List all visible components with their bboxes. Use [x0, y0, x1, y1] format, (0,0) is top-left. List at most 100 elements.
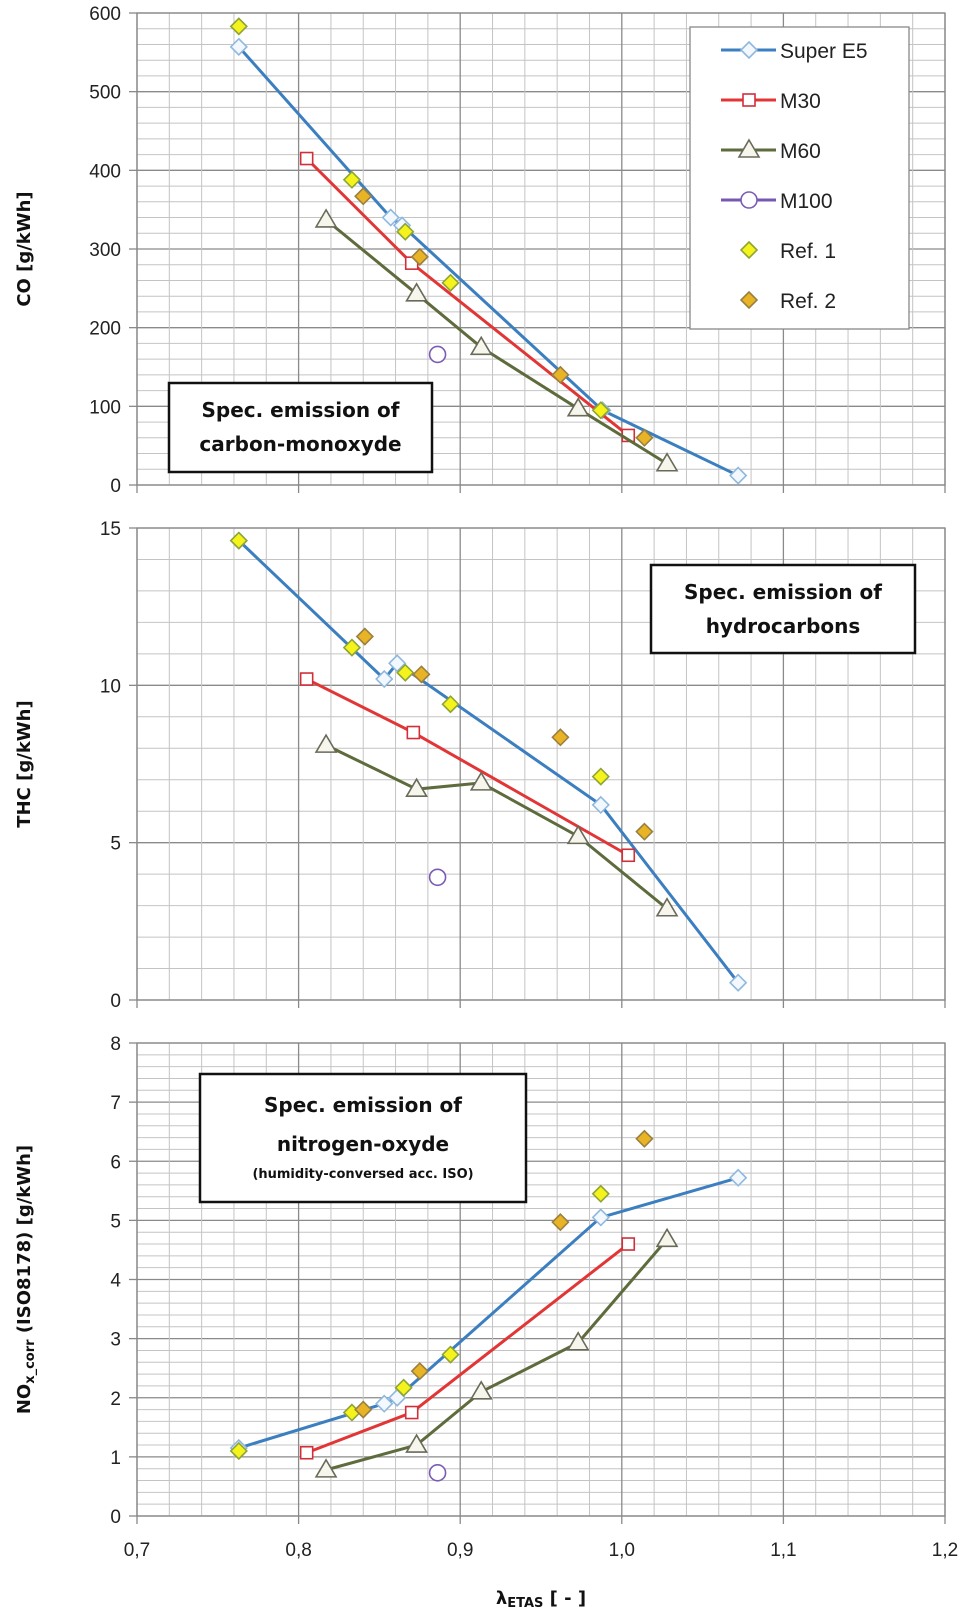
x-tick-label: 1,0: [609, 1540, 635, 1561]
data-point: [729, 466, 748, 485]
series-ref-2: [355, 627, 654, 841]
y-tick-label: 600: [89, 4, 121, 25]
annotation-text: Spec. emission of: [684, 580, 882, 604]
data-point: [591, 1208, 610, 1227]
data-point: [428, 1464, 447, 1482]
data-point: [655, 897, 679, 917]
series-ref-1: [229, 1184, 610, 1461]
series-line: [238, 1176, 739, 1450]
annotation-frame: [167, 381, 434, 474]
annotation-frame: [198, 1072, 528, 1204]
annotation-text: Spec. emission of: [264, 1093, 462, 1117]
y-tick-label: 8: [110, 1034, 121, 1055]
data-point: [469, 771, 493, 791]
data-point: [410, 1362, 429, 1381]
data-point: [566, 1331, 590, 1351]
data-point: [655, 452, 679, 472]
y-axis-label: NOx_corr (ISO8178) [g/kWh]: [14, 1145, 38, 1414]
series-m60: [314, 1227, 679, 1478]
annotation-text: carbon-monoxyde: [199, 432, 401, 456]
annotation-text: Spec. emission of: [201, 398, 399, 422]
series-m60: [314, 733, 679, 917]
series-ref-2: [354, 1129, 654, 1419]
data-point: [469, 335, 493, 356]
legend-label: M60: [780, 140, 821, 163]
data-point: [441, 1345, 460, 1364]
x-axis-label: λETAS [ - ]: [496, 1588, 586, 1611]
data-point: [621, 848, 636, 863]
data-point: [229, 37, 248, 56]
data-point: [635, 1129, 654, 1148]
series-m100: [428, 868, 447, 887]
y-tick-label: 2: [110, 1389, 121, 1410]
y-tick-label: 400: [89, 161, 121, 182]
legend: Super E5 M30 M60 M100 Ref. 1 Ref. 2: [689, 26, 910, 330]
series-m30: [299, 1237, 636, 1460]
legend-marker: [737, 138, 761, 158]
series-ref-1: [229, 531, 610, 786]
panel-3: 0 1 2 3 4 5 6 7 8 NOx_corr (ISO8178) [g/kWh] Spec.…: [14, 1034, 958, 1611]
data-point: [428, 345, 447, 364]
y-tick-label: 1: [110, 1448, 121, 1469]
legend-label: M30: [780, 90, 821, 113]
data-point: [412, 665, 431, 684]
data-point: [229, 1441, 248, 1461]
y-tick-label: 6: [110, 1152, 121, 1173]
x-tick-label: 1,1: [770, 1540, 796, 1561]
data-point: [410, 247, 429, 266]
x-tick-label: 1,2: [932, 1540, 958, 1561]
data-point: [441, 695, 460, 714]
series-ref-2: [354, 187, 654, 447]
y-tick-label: 3: [110, 1330, 121, 1351]
data-point: [406, 725, 421, 740]
data-point: [299, 151, 314, 166]
legend-label: Super E5: [780, 40, 868, 63]
y-tick-label: 4: [110, 1271, 121, 1292]
data-point: [355, 627, 374, 646]
legend-marker: [739, 240, 759, 260]
annotation-text: (humidity-conversed acc. ISO): [252, 1167, 473, 1182]
legend-marker: [739, 40, 759, 60]
data-point: [314, 733, 338, 753]
data-point: [551, 365, 570, 384]
data-point: [405, 282, 428, 302]
data-point: [441, 273, 460, 292]
data-point: [381, 208, 400, 227]
series-m60: [314, 208, 679, 472]
data-point: [396, 663, 415, 682]
data-point: [591, 1184, 610, 1203]
data-point: [566, 397, 590, 417]
series-m100: [428, 1464, 447, 1482]
series-super-e5: [229, 531, 748, 992]
series-ref-1: [229, 17, 610, 420]
data-point: [566, 824, 590, 845]
y-axis-label: CO [g/kWh]: [14, 191, 35, 306]
data-point: [394, 1378, 413, 1397]
data-point: [591, 767, 610, 786]
data-point: [229, 531, 248, 550]
data-point: [404, 1405, 419, 1420]
data-point: [591, 795, 610, 815]
data-point: [655, 1227, 679, 1248]
annotation-frame: [649, 563, 917, 655]
data-point: [299, 672, 314, 686]
y-tick-label: 300: [89, 240, 121, 261]
y-tick-label: 100: [89, 397, 121, 418]
legend-item: M60: [721, 138, 821, 163]
annotation-box: Spec. emission of nitrogen-oxyde (humidity…: [198, 1072, 528, 1204]
data-point: [635, 822, 654, 841]
data-point: [314, 1458, 338, 1478]
data-point: [621, 1237, 636, 1251]
legend-label: Ref. 2: [780, 290, 836, 313]
legend-label: M100: [780, 190, 833, 213]
data-point: [729, 1168, 748, 1187]
y-tick-label: 15: [100, 519, 121, 540]
legend-item: Ref. 2: [739, 290, 836, 313]
annotation-box: Spec. emission of hydrocarbons: [649, 563, 917, 655]
data-point: [405, 777, 428, 797]
legend-item: M100: [721, 190, 833, 213]
legend-marker: [739, 290, 759, 310]
y-tick-label: 5: [110, 834, 121, 855]
legend-marker: [742, 93, 756, 107]
legend-item: Super E5: [721, 40, 868, 63]
